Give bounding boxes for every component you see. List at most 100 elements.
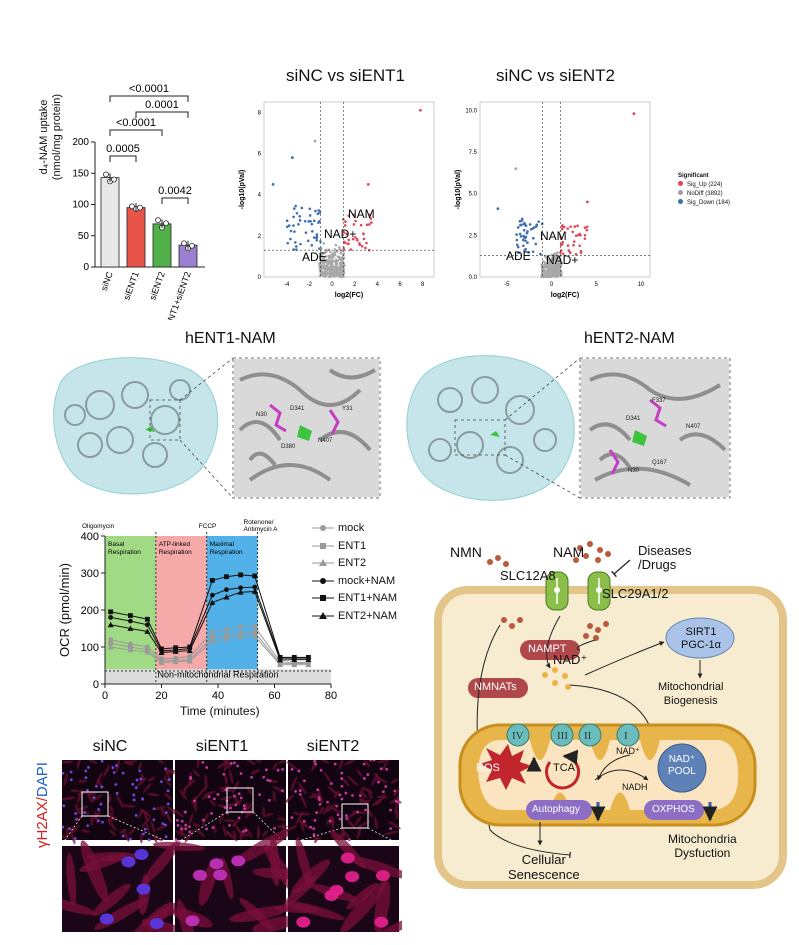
legend-item: Sig_Down (184) <box>678 199 730 208</box>
volcano-point-down <box>306 239 310 243</box>
ocr-point <box>252 624 258 630</box>
volcano-point <box>514 167 518 171</box>
volcano-point-down <box>310 243 314 247</box>
volcano-point <box>556 271 559 274</box>
ocr-point <box>107 621 114 628</box>
volcano-point <box>552 271 556 275</box>
volcano-annotation: NAD+ <box>546 253 578 267</box>
sig-label: 0.0005 <box>106 143 140 155</box>
volcano-point-down <box>289 237 292 241</box>
injection-label: Rotenone/Antimycin A <box>244 519 279 533</box>
volcano-point <box>330 269 334 273</box>
bar-ytick: 0 <box>83 262 89 273</box>
volcano-point-up <box>561 252 565 256</box>
volcano-point <box>342 267 345 271</box>
volcano-point <box>321 252 324 256</box>
volcano-point <box>540 275 544 279</box>
ocr-point <box>252 584 258 590</box>
volcano-ytick: 7.5 <box>469 150 478 156</box>
volcano-point <box>290 156 294 159</box>
nad-small-label: NAD⁺ <box>616 746 640 756</box>
volcano-point <box>632 112 636 116</box>
volcano-point-down <box>309 220 312 223</box>
ocr-point <box>223 635 230 642</box>
volcano-point <box>339 251 343 255</box>
volcano-point <box>545 264 549 267</box>
volcano-point-down <box>307 220 310 223</box>
volcano-point <box>318 255 322 259</box>
ocr-ytick: 300 <box>81 568 99 580</box>
volcano-point <box>330 255 333 258</box>
volcano-point-down <box>316 212 320 216</box>
volcano-xtick: -5 <box>504 282 510 288</box>
volcano-point <box>557 262 561 266</box>
volcano-point <box>333 250 337 254</box>
volcano-ytick: 10.0 <box>465 108 477 114</box>
bar-ylabel: d₄-NAM uptake (nmol/mg protein) <box>38 82 64 192</box>
bar-ytick: 200 <box>72 137 89 148</box>
volcano-point-down <box>312 236 316 239</box>
volcano-point <box>542 267 546 271</box>
bar-point <box>163 220 169 227</box>
volcano-point-down <box>521 238 525 242</box>
volcano-point <box>555 257 558 260</box>
ocr-legend-item: ENT1 <box>312 538 397 556</box>
volcano-point <box>542 275 546 278</box>
volcano-xtick: -4 <box>284 282 290 288</box>
volcano-point <box>337 271 340 274</box>
hent1-binding-site-zoom <box>234 359 379 497</box>
ocr-point <box>238 630 243 636</box>
volcano-point-down <box>540 222 544 226</box>
ocr-legend-label: mock <box>338 522 365 534</box>
bar-point <box>111 176 117 183</box>
volcano-point <box>323 275 327 278</box>
ocr-point <box>158 659 165 665</box>
ocr-ytick: 0 <box>93 679 99 691</box>
nmnat-box <box>468 678 528 698</box>
legend-dot <box>678 190 683 195</box>
volcano-point <box>548 270 551 273</box>
ocr-point <box>238 624 244 630</box>
volcano-point-up <box>369 217 373 220</box>
micro-col-title: siENT2 <box>306 738 360 755</box>
residue-label: F337 <box>652 398 666 404</box>
volcano-point-down <box>292 207 296 210</box>
volcano-point-down <box>298 219 302 222</box>
volcano-ylabel: -log10(pVal) <box>455 170 462 210</box>
volcano-point-up <box>576 224 579 228</box>
ros-label: ROS <box>476 762 500 774</box>
micro-ylabel: γH2AX/DAPI <box>34 740 51 870</box>
ocr-point <box>108 609 114 615</box>
complex-label: II <box>584 730 592 742</box>
legend-title: Significant <box>678 173 709 179</box>
volcano-point-down <box>304 231 308 234</box>
volcano-point <box>558 257 561 260</box>
volcano-point <box>325 250 328 253</box>
volcano-point <box>271 182 275 186</box>
nampt-box <box>520 640 580 660</box>
phase-label: Basal Respiration <box>108 541 141 556</box>
volcano-point-down <box>515 238 519 242</box>
volcano-point <box>328 255 331 259</box>
volcano-point-down <box>516 226 520 229</box>
volcano-point-down <box>524 224 528 228</box>
ocr-point <box>224 587 229 593</box>
nadh-label: NADH <box>622 782 648 792</box>
volcano-point-up <box>578 232 582 236</box>
volcano-ytick: 8 <box>258 110 262 116</box>
volcano-point <box>555 268 559 272</box>
ocr-point <box>107 644 114 650</box>
ocr-point <box>186 647 193 654</box>
volcano-point-down <box>527 251 530 254</box>
volcano-point <box>551 258 555 262</box>
volcano-point-up <box>559 251 562 254</box>
ylabel-gh2ax: γH2AX <box>34 801 51 848</box>
volcano-point-down <box>539 252 542 256</box>
volcano-point-down <box>294 241 297 244</box>
nampt-label: NAMPT <box>528 643 567 655</box>
uptake-bar-chart: 0 50 100 150 200 siNC siENT1 siENT2siENT1+siENT… <box>72 83 205 320</box>
volcano-point <box>551 265 555 268</box>
volcano-ytick: 2 <box>258 234 262 240</box>
volcano-point-up <box>569 225 573 228</box>
volcano-point-up <box>574 234 578 238</box>
